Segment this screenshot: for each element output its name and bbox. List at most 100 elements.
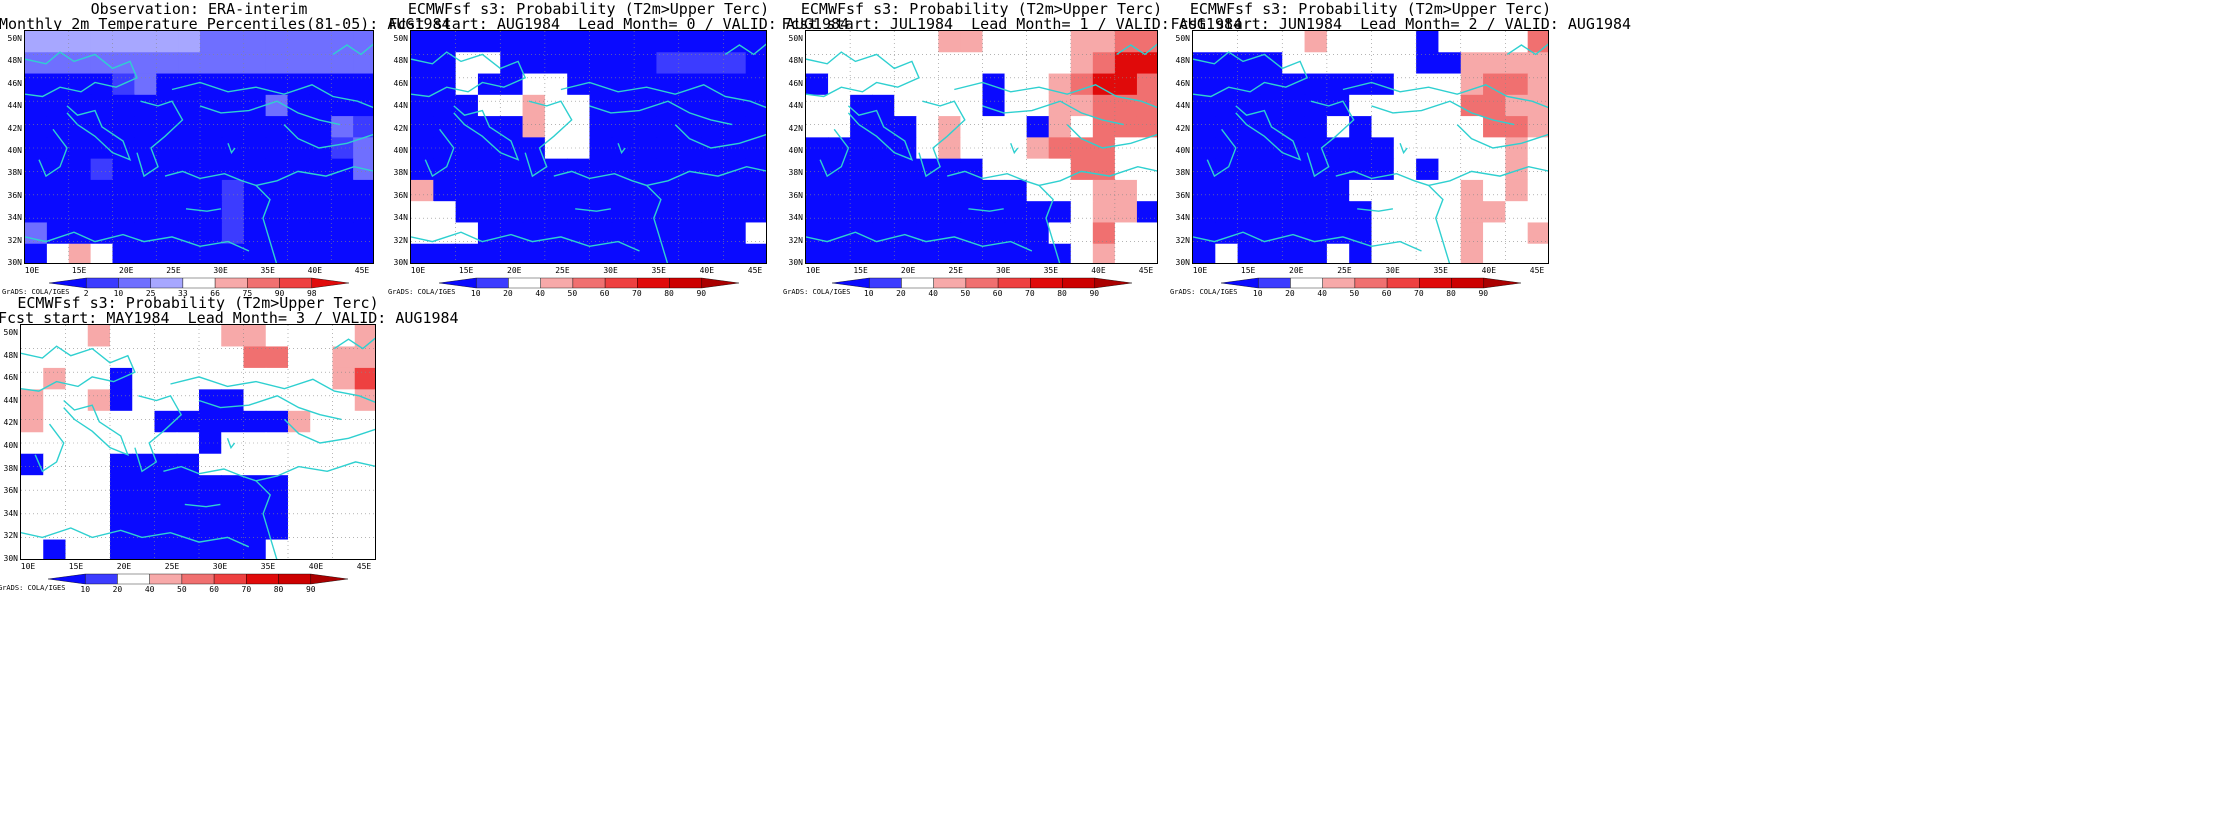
longitude-label: 20E — [507, 266, 522, 275]
grid-cell — [156, 179, 179, 202]
probability-map — [21, 325, 375, 559]
grid-cell — [433, 31, 457, 53]
grid-cell — [110, 475, 133, 498]
coastline — [63, 399, 130, 457]
grid-cell — [1349, 94, 1373, 117]
latitude-label: 32N — [393, 235, 408, 245]
grid-cell — [221, 31, 245, 53]
grid-cell — [46, 73, 70, 96]
grid-cell — [1092, 52, 1116, 75]
grid-cell — [1282, 137, 1306, 160]
grid-cell — [850, 94, 873, 117]
grid-cell — [46, 243, 70, 263]
longitude-label: 25E — [164, 562, 180, 571]
grid-cell — [265, 158, 289, 181]
grid-cell — [200, 243, 223, 263]
grads-credit: GrADS: COLA/IGES — [1170, 288, 1238, 296]
colorbar-label: 50 — [177, 585, 187, 594]
grid-cell — [221, 539, 245, 559]
grid-cell — [656, 52, 680, 75]
panel-title: ECMWFsf s3: Probability (T2m>Upper Terc)… — [0, 294, 459, 327]
grid-cell — [354, 346, 375, 369]
grid-cell — [1070, 94, 1094, 117]
grid-cell — [1215, 137, 1239, 160]
colorbar-segment — [181, 573, 215, 585]
grid-cell — [1114, 179, 1138, 202]
grid-cell — [1304, 94, 1328, 117]
grid-cell — [1416, 116, 1440, 138]
longitude-label: 30E — [603, 266, 618, 275]
grid-cell — [288, 453, 311, 476]
grid-cell — [221, 243, 245, 263]
grid-cell — [544, 243, 568, 263]
grid-cell — [332, 367, 356, 390]
grid-cell — [1048, 94, 1072, 117]
grid-cell — [1505, 222, 1529, 245]
colorbar-label: 60 — [209, 585, 219, 594]
grid-cell — [544, 31, 568, 53]
grid-cell — [87, 475, 111, 498]
grid-cell — [1026, 94, 1050, 117]
grid-cell — [287, 179, 310, 202]
latitude-label: 50N — [3, 328, 18, 337]
grid-cell — [1004, 222, 1028, 245]
grid-cell — [1483, 73, 1506, 96]
grid-cell — [1326, 94, 1350, 117]
grid-cell — [872, 94, 895, 117]
grid-cell — [21, 367, 44, 390]
grid-cell — [1070, 179, 1094, 202]
grid-cell — [112, 201, 135, 224]
grid-cell — [1026, 201, 1050, 224]
grid-cell — [894, 137, 917, 160]
grid-cell — [678, 222, 702, 245]
latitude-label: 40N — [3, 441, 18, 450]
colorbar-segment — [932, 277, 966, 289]
latitude-label: 36N — [788, 190, 803, 200]
grid-cell — [353, 158, 373, 181]
grid-cell — [411, 31, 434, 53]
grid-cell — [1483, 222, 1506, 245]
grid-cell — [287, 31, 310, 53]
grid-cell — [90, 31, 114, 53]
grid-cell — [87, 453, 111, 476]
grid-cell — [522, 94, 546, 117]
grid-cell — [656, 137, 680, 160]
grid-cell — [1070, 222, 1094, 245]
grid-cell — [1070, 243, 1094, 263]
longitude-label: 15E — [853, 266, 868, 275]
grid-cell — [1114, 137, 1138, 160]
latitude-label: 42N — [393, 123, 408, 133]
grid-cell — [916, 137, 939, 160]
grid-cell — [1026, 116, 1050, 138]
grid-cell — [310, 389, 334, 412]
colorbar-segment — [1386, 277, 1420, 289]
grid-cell — [1215, 201, 1239, 224]
grid-cell — [1114, 52, 1138, 75]
grid-cell — [176, 518, 200, 541]
grid-cell — [25, 243, 48, 263]
colorbar-segment — [539, 277, 573, 289]
grid-cell — [567, 31, 591, 53]
grid-cell — [288, 518, 311, 541]
colorbar-label: 70 — [241, 585, 252, 594]
coastline — [1193, 51, 1309, 98]
grid-cell — [745, 52, 766, 75]
grid-cell — [265, 539, 289, 559]
grid-cell — [199, 539, 222, 559]
longitude-label: 30E — [996, 266, 1011, 275]
colorbar-segment — [965, 277, 998, 289]
colorbar-label: 70 — [632, 289, 642, 298]
grid-cell — [1505, 52, 1529, 75]
grid-cell — [544, 222, 568, 245]
colorbar-segment — [1418, 277, 1452, 289]
grid-cell — [112, 158, 135, 181]
grid-cell — [1048, 158, 1072, 181]
grid-cell — [1282, 158, 1306, 181]
grid-cell — [221, 518, 245, 541]
grid-cell — [589, 73, 613, 96]
grid-cell — [1136, 243, 1157, 263]
grid-cell — [723, 116, 747, 138]
colorbar — [1220, 277, 1521, 289]
latitude-label: 48N — [788, 56, 803, 66]
grid-cell — [331, 94, 354, 117]
